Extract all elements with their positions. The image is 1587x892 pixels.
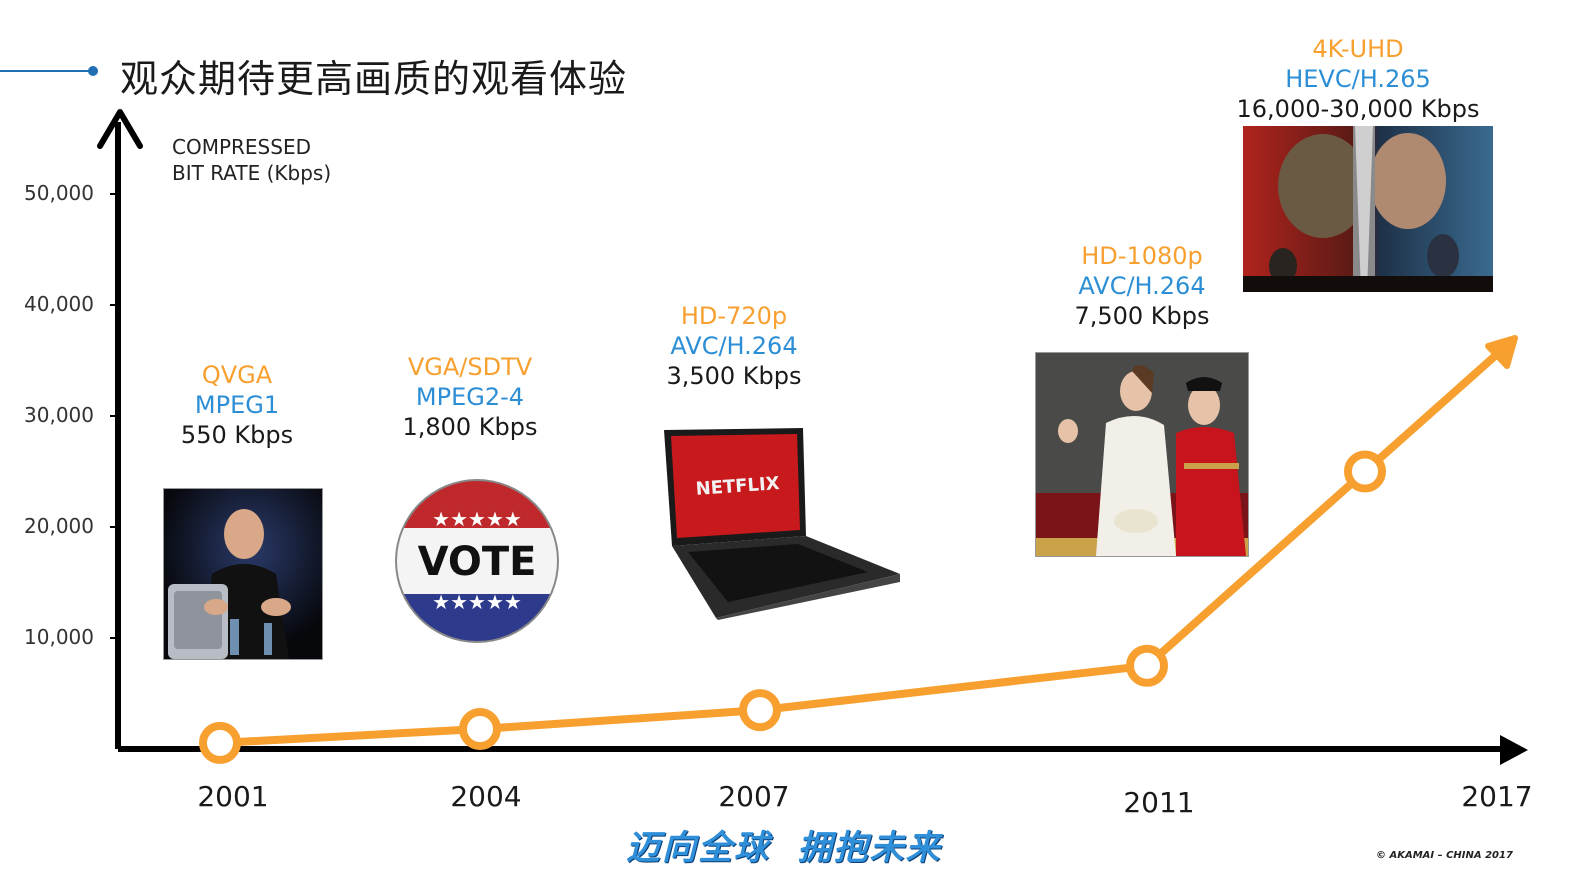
vote-button: ★★★★★ ★★★★★ VOTE (394, 478, 560, 644)
y-axis-label: COMPRESSED BIT RATE (Kbps) (172, 135, 332, 185)
data-point-marker (739, 689, 781, 732)
resolution-label: HD-1080p (1081, 242, 1203, 270)
data-point-marker (1344, 450, 1386, 493)
x-tick-label: 2011 (1123, 786, 1195, 819)
data-point-marker (1126, 644, 1168, 687)
page-title: 观众期待更高画质的观看体验 (120, 57, 628, 101)
x-tick-label: 2017 (1461, 780, 1533, 813)
bitrate-label: 7,500 Kbps (1074, 302, 1210, 330)
bitrate-label: 550 Kbps (180, 421, 294, 449)
codec-label: MPEG2-4 (415, 383, 525, 411)
resolution-label: 4K-UHD (1312, 35, 1404, 63)
svg-text:★★★★★: ★★★★★ (432, 507, 522, 531)
resolution-label: QVGA (201, 361, 273, 389)
x-tick-label: 2007 (718, 780, 790, 813)
codec-label: HEVC/H.265 (1285, 65, 1431, 93)
annotation-hd-1080p: HD-1080p AVC/H.264 7,500 Kbps (1042, 241, 1242, 331)
warcraft-movie-poster (1243, 126, 1493, 292)
vote-text: VOTE (418, 539, 537, 585)
annotation-4k-uhd: 4K-UHD HEVC/H.265 16,000-30,000 Kbps (1228, 34, 1488, 124)
codec-label: AVC/H.264 (670, 332, 798, 360)
x-tick-label: 2004 (450, 780, 522, 813)
data-point-marker (459, 708, 501, 751)
x-axis-arrowhead (1500, 735, 1528, 765)
resolution-label: VGA/SDTV (407, 353, 533, 381)
royal-wedding-photo (1035, 352, 1249, 557)
codec-label: MPEG1 (194, 391, 280, 419)
bitrate-label: 3,500 Kbps (666, 362, 802, 390)
copyright-notice: © AKAMAI – CHINA 2017 (1376, 850, 1513, 861)
y-tick-label: 20,000 (24, 514, 94, 538)
y-tick-label: 10,000 (24, 625, 94, 649)
trend-arrowhead (1485, 335, 1518, 369)
netflix-laptop: NETFLIX (658, 424, 904, 620)
annotation-vga-sdtv: VGA/SDTV MPEG2-4 1,800 Kbps (370, 352, 570, 442)
title-bullet-dot (88, 66, 98, 76)
slogan: 迈向全球 拥抱未来 (626, 828, 942, 868)
data-point-marker (199, 721, 241, 764)
codec-label: AVC/H.264 (1078, 272, 1206, 300)
presenter-photo (163, 488, 323, 660)
series-line (216, 336, 1517, 747)
y-tick-label: 50,000 (24, 181, 94, 205)
y-tick-label: 40,000 (24, 292, 94, 316)
x-tick-label: 2001 (197, 780, 269, 813)
resolution-label: HD-720p (680, 302, 788, 330)
svg-text:★★★★★: ★★★★★ (432, 590, 522, 614)
title-rule (0, 70, 92, 72)
annotation-qvga: QVGA MPEG1 550 Kbps (137, 360, 337, 450)
y-tick-label: 30,000 (24, 403, 94, 427)
bitrate-label: 16,000-30,000 Kbps (1236, 95, 1480, 123)
y-axis-arrowhead (97, 109, 143, 149)
annotation-hd-720p: HD-720p AVC/H.264 3,500 Kbps (634, 301, 834, 391)
bitrate-label: 1,800 Kbps (402, 413, 538, 441)
